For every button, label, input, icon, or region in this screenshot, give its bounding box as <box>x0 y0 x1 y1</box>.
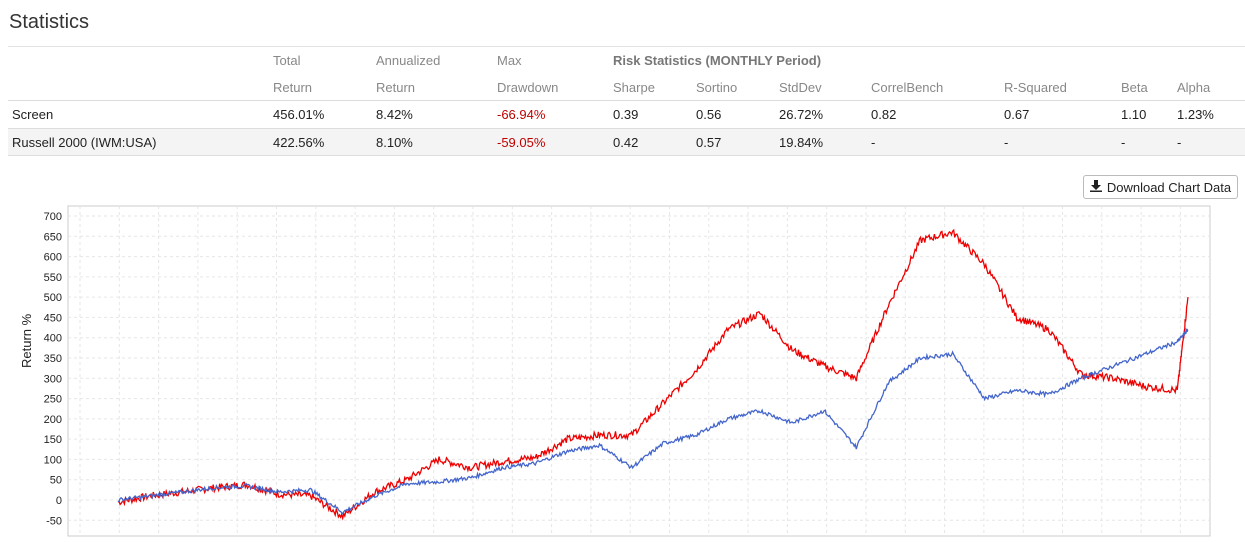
y-tick-label: 550 <box>44 272 62 284</box>
page-title: Statistics <box>9 11 90 33</box>
header-cell-alpha: Alpha <box>1177 74 1245 101</box>
download-icon <box>1089 179 1107 195</box>
y-tick-label: 150 <box>44 434 62 446</box>
max-drawdown-cell: -59.05% <box>497 128 613 156</box>
row-name: Screen <box>8 100 273 129</box>
beta-cell: - <box>1121 128 1177 156</box>
header-cell-annualized: Annualized <box>376 46 497 74</box>
y-tick-label: 650 <box>44 231 62 243</box>
y-tick-label: 300 <box>44 373 62 385</box>
header-row-bottom: Return Return Drawdown Sharpe Sortino St… <box>8 74 1245 101</box>
total-return-cell: 456.01% <box>273 100 376 129</box>
stddev-cell: 19.84% <box>779 128 871 156</box>
y-tick-label: 0 <box>56 495 62 507</box>
correlbench-cell: 0.82 <box>871 100 1004 129</box>
y-tick-label: 500 <box>44 292 62 304</box>
header-cell <box>8 74 273 101</box>
beta-cell: 1.10 <box>1121 100 1177 129</box>
y-tick-label: -50 <box>46 515 62 527</box>
y-tick-label: 350 <box>44 353 62 365</box>
header-cell-rsquared: R-Squared <box>1004 74 1121 101</box>
y-tick-label: 400 <box>44 333 62 345</box>
y-tick-label: 450 <box>44 312 62 324</box>
rsquared-cell: - <box>1004 128 1121 156</box>
header-cell-return: Return <box>376 74 497 101</box>
y-tick-label: 600 <box>44 252 62 264</box>
y-tick-label: 200 <box>44 414 62 426</box>
sharpe-cell: 0.39 <box>613 100 696 129</box>
alpha-cell: - <box>1177 128 1245 156</box>
correlbench-cell: - <box>871 128 1004 156</box>
y-tick-label: 700 <box>44 211 62 223</box>
alpha-cell: 1.23% <box>1177 100 1245 129</box>
y-axis-label: Return % <box>19 313 34 368</box>
download-chart-data-button[interactable]: Download Chart Data <box>1083 175 1238 199</box>
y-tick-label: 250 <box>44 394 62 406</box>
header-cell-return: Return <box>273 74 376 101</box>
table-row: Russell 2000 (IWM:USA) 422.56% 8.10% -59… <box>8 128 1245 156</box>
screen-series-line <box>117 228 1189 521</box>
return-chart: -50 0 50 100 150 200 250 300 350 400 450 500 550 600 6… <box>44 205 1211 537</box>
sortino-cell: 0.56 <box>696 100 779 129</box>
annualized-return-cell: 8.42% <box>376 100 497 129</box>
risk-statistics-header: Risk Statistics (MONTHLY Period) <box>613 46 1245 74</box>
header-cell <box>8 46 273 74</box>
statistics-table: Total Annualized Max Risk Statistics (MO… <box>8 46 1245 156</box>
header-row-top: Total Annualized Max Risk Statistics (MO… <box>8 46 1245 74</box>
max-drawdown-cell: -66.94% <box>497 100 613 129</box>
header-cell-correlbench: CorrelBench <box>871 74 1004 101</box>
row-name: Russell 2000 (IWM:USA) <box>8 128 273 156</box>
header-cell-stddev: StdDev <box>779 74 871 101</box>
y-tick-label: 50 <box>50 475 62 487</box>
chart-container: -50 0 50 100 150 200 250 300 350 400 450 500 550 600 6… <box>0 200 1245 537</box>
sortino-cell: 0.57 <box>696 128 779 156</box>
rsquared-cell: 0.67 <box>1004 100 1121 129</box>
table-row: Screen 456.01% 8.42% -66.94% 0.39 0.56 2… <box>8 100 1245 129</box>
sharpe-cell: 0.42 <box>613 128 696 156</box>
benchmark-series-line <box>117 327 1189 515</box>
y-tick-label: 100 <box>44 454 62 466</box>
annualized-return-cell: 8.10% <box>376 128 497 156</box>
header-cell-max: Max <box>497 46 613 74</box>
plot-area <box>67 205 1211 537</box>
header-cell-sharpe: Sharpe <box>613 74 696 101</box>
stddev-cell: 26.72% <box>779 100 871 129</box>
download-button-label: Download Chart Data <box>1106 179 1232 195</box>
header-cell-drawdown: Drawdown <box>497 74 613 101</box>
header-cell-sortino: Sortino <box>696 74 779 101</box>
header-cell-total: Total <box>273 46 376 74</box>
header-cell-beta: Beta <box>1121 74 1177 101</box>
total-return-cell: 422.56% <box>273 128 376 156</box>
